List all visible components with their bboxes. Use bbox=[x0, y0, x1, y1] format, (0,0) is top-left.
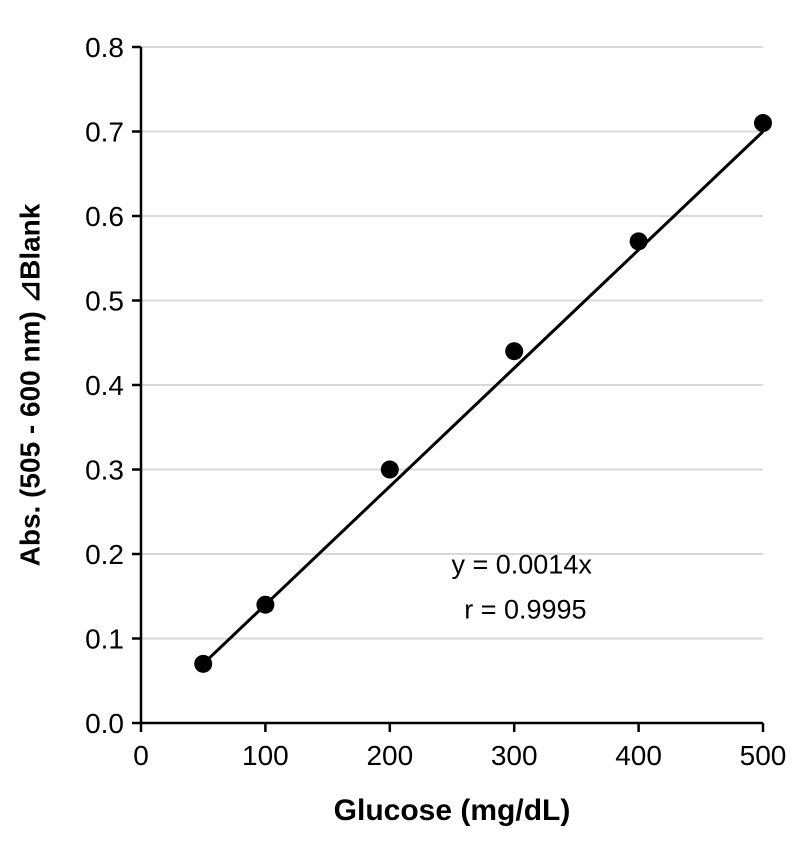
y-tick-label: 0.2 bbox=[85, 539, 124, 570]
y-tick-label: 0.1 bbox=[85, 624, 124, 655]
y-tick-label: 0.6 bbox=[85, 201, 124, 232]
y-tick-label: 0.4 bbox=[85, 370, 124, 401]
data-point bbox=[256, 595, 275, 614]
y-tick-label: 0.7 bbox=[85, 117, 124, 148]
data-point bbox=[505, 342, 524, 361]
data-point bbox=[380, 460, 399, 479]
y-tick-label: 0.5 bbox=[85, 286, 124, 317]
x-tick-label: 200 bbox=[366, 740, 413, 771]
y-tick-label: 0.8 bbox=[85, 32, 124, 63]
x-tick-label: 500 bbox=[740, 740, 787, 771]
x-tick-label: 400 bbox=[615, 740, 662, 771]
x-tick-label: 300 bbox=[491, 740, 538, 771]
trendline-equation-label: y = 0.0014x bbox=[451, 549, 592, 580]
x-tick-label: 0 bbox=[133, 740, 149, 771]
correlation-coefficient-label: r = 0.9995 bbox=[464, 594, 587, 625]
data-point bbox=[194, 654, 213, 673]
y-axis-title: Abs. (505 - 600 nm) ⊿Blank bbox=[14, 203, 46, 567]
data-point bbox=[629, 232, 648, 251]
y-tick-label: 0.3 bbox=[85, 455, 124, 486]
x-axis-title: Glucose (mg/dL) bbox=[333, 794, 571, 827]
data-point bbox=[754, 114, 772, 133]
y-tick-label: 0.0 bbox=[85, 708, 124, 739]
trend-line bbox=[202, 130, 765, 665]
x-tick-label: 100 bbox=[242, 740, 289, 771]
